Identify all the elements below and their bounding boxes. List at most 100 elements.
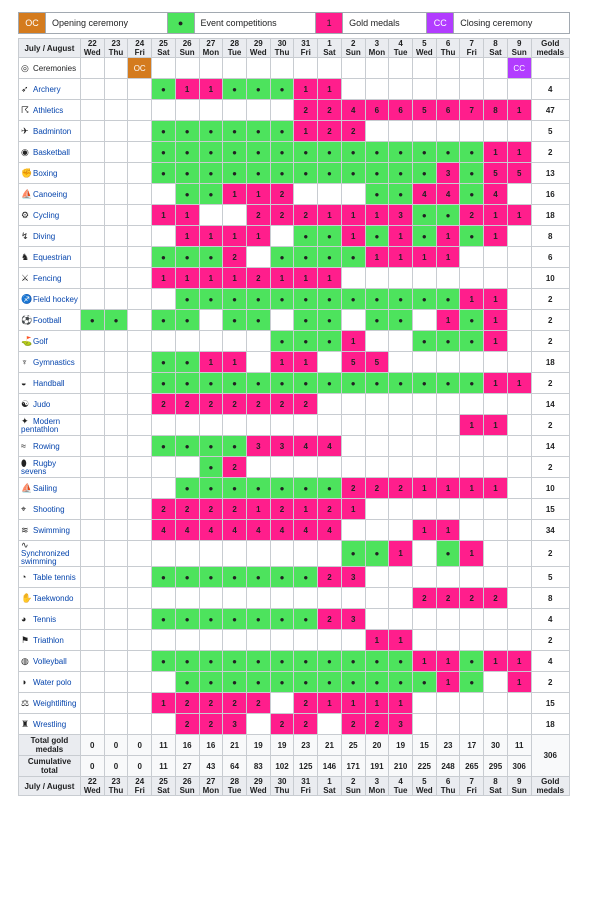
sport-name-fencing[interactable]: ⚔ Fencing <box>18 267 81 289</box>
gold-medal-cell: 1 <box>198 225 224 247</box>
sport-total: 4 <box>530 78 571 100</box>
sport-name-synchronized-swimming[interactable]: ∿Synchronized swimming <box>18 540 81 567</box>
empty-cell <box>151 671 176 693</box>
sport-name-rowing[interactable]: ≈ Rowing <box>18 435 81 457</box>
sport-total: 14 <box>530 435 571 457</box>
event-cell: ● <box>174 477 200 499</box>
sport-name-canoeing[interactable]: ⛵Canoeing <box>18 183 81 205</box>
empty-cell <box>127 435 153 457</box>
gold-medal-cell: 2 <box>340 477 366 499</box>
sport-name-archery[interactable]: ➶ Archery <box>18 78 81 100</box>
gold-medal-cell: 1 <box>317 267 342 289</box>
sport-label: Canoeing <box>33 189 68 199</box>
empty-cell <box>506 351 532 373</box>
empty-cell <box>506 519 532 541</box>
day-weekday: Mon <box>368 786 386 795</box>
sport-name-table-tennis[interactable]: ◔ Table tennis <box>18 566 81 588</box>
sport-total: 4 <box>530 650 571 672</box>
empty-cell <box>364 519 390 541</box>
sport-name-badminton[interactable]: ✈ Badminton <box>18 120 81 142</box>
empty-cell <box>79 162 105 184</box>
sport-name-weightlifting[interactable]: ⚖ Weightlifting <box>18 692 81 714</box>
event-cell: ● <box>388 288 413 310</box>
empty-cell <box>151 57 176 79</box>
sport-name-golf[interactable]: ⛳Golf <box>18 330 81 352</box>
day-weekday: Sun <box>511 48 527 57</box>
sport-row: ⛳Golf ● ● ● 1 ● ● ● 1 2 <box>18 330 571 352</box>
sport-name-boxing[interactable]: ✊Boxing <box>18 162 81 184</box>
sport-label: Synchronized swimming <box>21 549 70 566</box>
event-cell: ● <box>269 330 295 352</box>
event-cell: ● <box>388 650 413 672</box>
sport-name-swimming[interactable]: ≋ Swimming <box>18 519 81 541</box>
gold-medal-cell: 1 <box>459 288 485 310</box>
empty-cell <box>79 713 105 735</box>
empty-cell <box>79 540 105 567</box>
sport-name-handball[interactable]: ◒ Handball <box>18 372 81 394</box>
sport-total: 5 <box>530 566 571 588</box>
gold-medal-cell: 5 <box>340 351 366 373</box>
event-cell: ● <box>317 330 342 352</box>
sport-name-rugby-sevens[interactable]: ⬮ Rugby sevens <box>18 456 81 478</box>
header-day-5: 27 Mon <box>198 38 224 58</box>
sport-name-sailing[interactable]: ⛵Sailing <box>18 477 81 499</box>
cumulative-total: 225 <box>411 755 437 777</box>
gold-medal-cell: 1 <box>222 351 247 373</box>
sport-total: 47 <box>530 99 571 121</box>
event-cell: ● <box>317 372 342 394</box>
empty-cell <box>245 456 271 478</box>
empty-cell <box>79 629 105 651</box>
sport-name-water-polo[interactable]: ◑ Water polo <box>18 671 81 693</box>
header-day-12: 3 Mon <box>364 38 390 58</box>
footer-day-14: 5 Wed <box>411 776 437 796</box>
empty-cell <box>483 671 508 693</box>
sport-label: Sailing <box>33 483 58 493</box>
day-number: 9 <box>516 39 522 49</box>
taekwondo-icon: ✋ <box>21 592 33 603</box>
sport-name-equestrian[interactable]: ♞ Equestrian <box>18 246 81 268</box>
gold-medal-cell: 2 <box>483 587 508 609</box>
sport-name-wrestling[interactable]: ♜ Wrestling <box>18 713 81 735</box>
event-cell: ● <box>174 141 200 163</box>
footer-day-13: 4 Tue <box>388 776 413 796</box>
event-cell: ● <box>198 671 224 693</box>
sport-name-football[interactable]: ⚽Football <box>18 309 81 331</box>
sport-name-diving[interactable]: ↯ Diving <box>18 225 81 247</box>
sport-name-shooting[interactable]: ⌖ Shooting <box>18 498 81 520</box>
legend-swatch-closing: CC <box>426 12 455 34</box>
sport-name-judo[interactable]: ☯ Judo <box>18 393 81 415</box>
sport-name-field-hockey[interactable]: ♐Field hockey <box>18 288 81 310</box>
day-weekday: Sun <box>179 48 195 57</box>
sport-name-basketball[interactable]: ◉ Basketball <box>18 141 81 163</box>
event-cell: ● <box>411 372 437 394</box>
wrestling-icon: ♜ <box>21 718 30 729</box>
empty-cell <box>103 57 129 79</box>
empty-cell <box>459 393 485 415</box>
synchronized-swimming-icon: ∿ <box>21 540 29 550</box>
empty-cell <box>411 57 437 79</box>
gold-medal-cell: 2 <box>340 713 366 735</box>
sport-name-modern-pentathlon[interactable]: ✦ Modern pentathlon <box>18 414 81 436</box>
sport-name-tennis[interactable]: ◕ Tennis <box>18 608 81 630</box>
empty-cell <box>151 629 176 651</box>
event-cell: ● <box>198 608 224 630</box>
sport-name-cycling[interactable]: ⚙ Cycling <box>18 204 81 226</box>
sport-name-taekwondo[interactable]: ✋Taekwondo <box>18 587 81 609</box>
cumulative-label: Cumulative total <box>18 755 81 777</box>
event-cell: ● <box>198 477 224 499</box>
sport-name-volleyball[interactable]: ◍ Volleyball <box>18 650 81 672</box>
day-weekday: Fri <box>134 786 145 795</box>
sport-name-triathlon[interactable]: ⚑ Triathlon <box>18 629 81 651</box>
sport-total: 15 <box>530 498 571 520</box>
event-cell: ● <box>174 288 200 310</box>
gold-medal-cell: 2 <box>174 498 200 520</box>
sport-name-athletics[interactable]: ☈ Athletics <box>18 99 81 121</box>
day-weekday: Sun <box>511 786 527 795</box>
empty-cell <box>198 540 224 567</box>
sport-name-gymnastics[interactable]: ♆ Gymnastics <box>18 351 81 373</box>
gold-medal-cell: 1 <box>174 78 200 100</box>
empty-cell <box>317 57 342 79</box>
header-day-7: 29 Wed <box>245 38 271 58</box>
empty-cell <box>435 692 461 714</box>
gold-medal-cell: 2 <box>317 566 342 588</box>
